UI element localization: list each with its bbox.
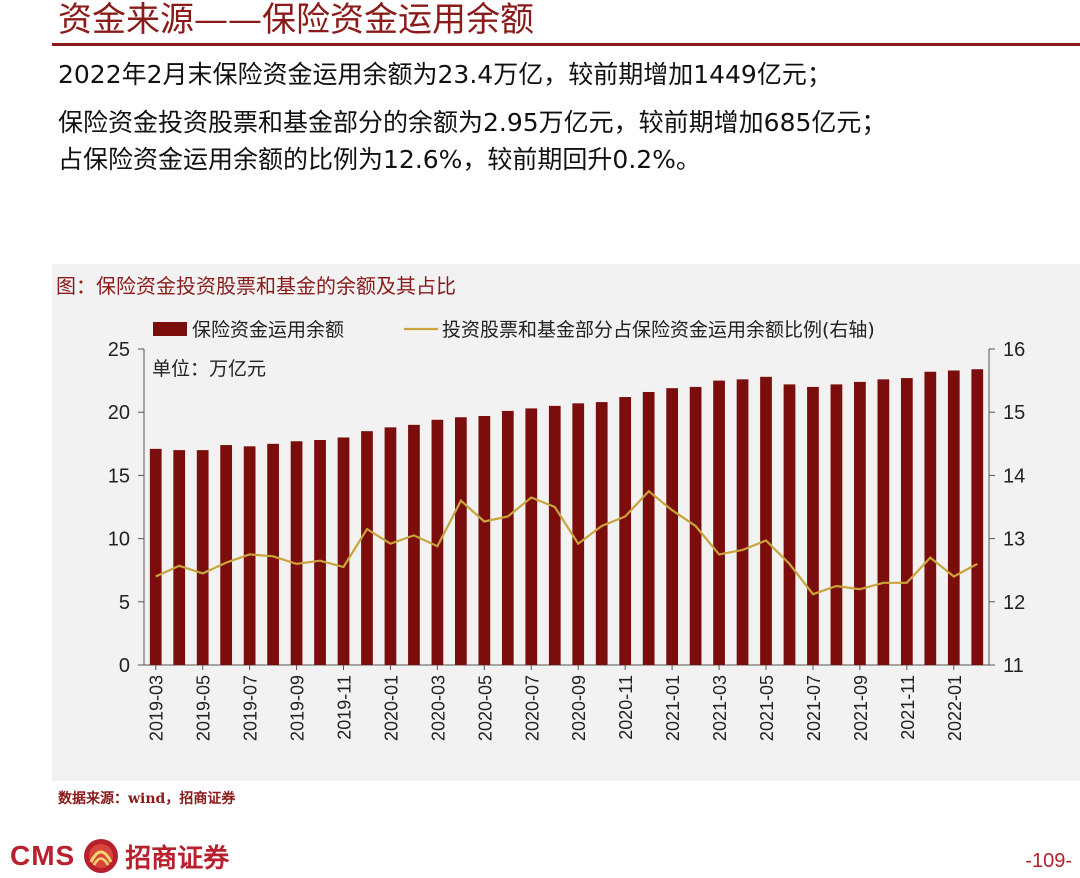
bar	[267, 443, 279, 665]
bar	[431, 419, 444, 665]
bar	[760, 376, 772, 665]
ratio-line	[155, 489, 978, 596]
x-tick-label: 2019-07	[241, 675, 261, 741]
y-left-tick-label: 10	[108, 529, 130, 551]
chart: 0 5 10 15 20 25 11 12 13 14 15 16 2019-03 2019-05 2019…	[108, 319, 1026, 741]
bar	[595, 402, 608, 665]
bar	[900, 378, 913, 665]
bar	[408, 424, 420, 665]
bar	[290, 441, 303, 665]
bar	[196, 450, 209, 665]
x-tick-label: 2019-09	[288, 675, 308, 741]
x-tick-label: 2020-05	[475, 675, 495, 741]
y-right-tick-label: 11	[1003, 655, 1024, 677]
bar	[220, 445, 233, 665]
bar	[173, 450, 186, 665]
x-tick-label: 2020-09	[569, 675, 589, 741]
y-left-tick-label: 5	[119, 592, 130, 614]
x-tick-label: 2022-01	[945, 675, 965, 741]
bar	[478, 415, 491, 665]
summary-line-3: 占保险资金运用余额的比例为12.6%，较前期回升0.2%。	[58, 145, 701, 174]
bar	[572, 403, 585, 665]
y-right-tick-label: 13	[1003, 529, 1025, 551]
x-tick-label: 2021-05	[757, 675, 777, 741]
x-tick-label: 2020-11	[616, 675, 636, 740]
bar	[337, 437, 350, 665]
x-tick-label: 2021-09	[851, 675, 871, 741]
x-tick-label: 2021-11	[898, 675, 918, 740]
x-tick-label: 2019-05	[194, 675, 214, 741]
bar	[666, 388, 678, 665]
logo-text: CMS	[10, 840, 76, 871]
page-title: 资金来源——保险资金运用余额	[58, 0, 534, 40]
bar	[971, 369, 984, 665]
chart-caption: 图：保险资金投资股票和基金的余额及其占比	[56, 274, 456, 298]
bar	[947, 370, 960, 665]
source-note: 数据来源：wind，招商证券	[58, 791, 236, 807]
summary-line-2: 保险资金投资股票和基金部分的余额为2.95万亿元，较前期增加685亿元；	[58, 108, 887, 137]
unit-note: 单位：万亿元	[152, 358, 266, 380]
y-right-tick-label: 15	[1003, 402, 1025, 424]
page-number: -109-	[1025, 850, 1072, 872]
x-tick-label: 2019-11	[335, 675, 355, 740]
logo-emblem-icon	[84, 839, 119, 873]
x-tick-label: 2020-03	[428, 675, 448, 741]
bar	[854, 381, 866, 665]
bar	[619, 397, 632, 665]
x-tick-label: 2021-01	[663, 675, 683, 741]
bar	[548, 405, 561, 665]
y-left-tick-label: 0	[119, 655, 130, 677]
y-right-tick-label: 14	[1003, 465, 1025, 487]
x-tick-label: 2021-03	[710, 675, 730, 741]
bar	[314, 440, 326, 665]
bar	[525, 408, 538, 665]
bar	[501, 410, 514, 665]
bar	[243, 446, 256, 665]
logo-chinese-name: 招商证券	[125, 843, 230, 874]
bar	[713, 380, 725, 665]
company-logo: CMS 招商证券	[10, 838, 229, 874]
x-tick-label: 2020-07	[522, 675, 542, 741]
y-left-tick-label: 25	[108, 339, 130, 361]
y-right-tick-label: 16	[1003, 339, 1025, 361]
bar	[361, 431, 373, 665]
y-left-tick-label: 15	[108, 465, 130, 487]
bar	[877, 379, 890, 665]
chart-panel: 图：保险资金投资股票和基金的余额及其占比 0 5 10 15 20 25 11 12 13 14 1…	[52, 264, 1080, 781]
y-right-tick-label: 12	[1003, 592, 1025, 614]
y-left-tick-label: 20	[108, 402, 130, 424]
x-tick-label: 2021-07	[804, 675, 824, 741]
bar	[642, 391, 655, 665]
bar	[783, 384, 796, 665]
bar	[830, 384, 843, 665]
bar	[455, 417, 467, 665]
x-tick-label: 2019-03	[147, 675, 167, 741]
legend-line-label: 投资股票和基金部分占保险资金运用余额比例(右轴)	[442, 319, 875, 341]
summary-line-1: 2022年2月末保险资金运用余额为23.4万亿，较前期增加1449亿元；	[58, 60, 832, 89]
title-rule	[52, 43, 1080, 46]
bar	[807, 386, 819, 665]
bar	[149, 448, 162, 665]
bar	[384, 427, 397, 665]
bar	[924, 371, 937, 665]
x-tick-label: 2020-01	[381, 675, 401, 741]
legend-bar-swatch	[153, 322, 187, 336]
bar	[736, 379, 749, 665]
legend-bar-label: 保险资金运用余额	[192, 319, 344, 341]
